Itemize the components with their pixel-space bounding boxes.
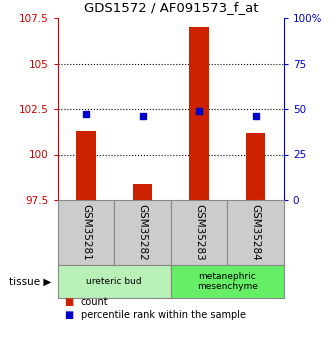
- Bar: [114, 200, 171, 265]
- Text: GSM35282: GSM35282: [138, 204, 148, 261]
- Text: GSM35283: GSM35283: [194, 204, 204, 261]
- Text: GSM35281: GSM35281: [81, 204, 91, 261]
- Bar: [76, 131, 96, 200]
- Title: GDS1572 / AF091573_f_at: GDS1572 / AF091573_f_at: [83, 1, 258, 14]
- Bar: [189, 27, 209, 200]
- Text: ■: ■: [64, 297, 74, 307]
- Bar: [58, 200, 114, 265]
- Bar: [171, 200, 227, 265]
- Text: count: count: [81, 297, 109, 307]
- Bar: [246, 133, 265, 200]
- Text: ■: ■: [64, 310, 74, 320]
- Text: GSM35284: GSM35284: [250, 204, 261, 261]
- Text: metanephric
mesenchyme: metanephric mesenchyme: [197, 272, 258, 291]
- Bar: [171, 265, 284, 298]
- Bar: [227, 200, 284, 265]
- Text: tissue ▶: tissue ▶: [9, 276, 51, 286]
- Text: percentile rank within the sample: percentile rank within the sample: [81, 310, 246, 320]
- Bar: [133, 184, 152, 200]
- Bar: [58, 265, 171, 298]
- Text: ureteric bud: ureteric bud: [86, 277, 142, 286]
